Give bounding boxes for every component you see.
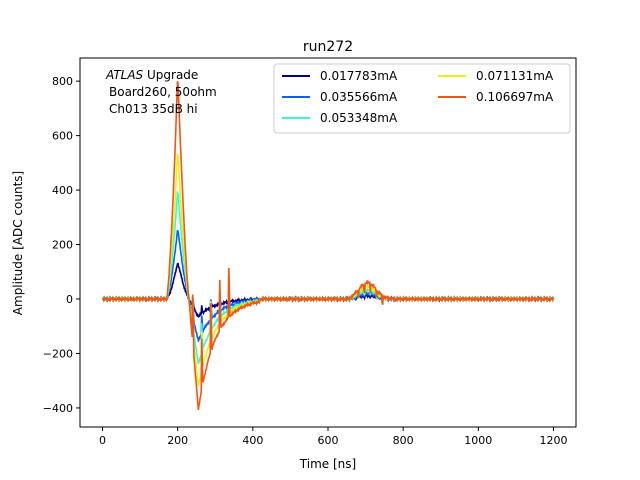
y-tick-label: −400 [43,402,73,415]
legend: 0.017783mA 0.035566mA 0.053348mA 0.071131mA… [273,63,571,134]
y-tick-label: 400 [52,184,73,197]
y-tick-label: −200 [43,347,73,360]
x-tick-label: 1200 [539,434,567,447]
svg-text:ATLAS Upgrade: ATLAS Upgrade [105,68,198,82]
annotation-board: Board260, 50ohm [109,85,217,99]
x-tick-label: 400 [242,434,263,447]
y-tick-label: 200 [52,239,73,252]
atlas-annotation: ATLAS Upgrade Board260, 50ohm Ch013 35dB… [105,68,217,116]
x-tick-label: 600 [318,434,339,447]
x-tick-label: 0 [99,434,106,447]
legend-label: 0.106697mA [476,90,554,104]
legend-label: 0.017783mA [320,69,398,83]
x-tick-label: 200 [167,434,188,447]
annotation-upgrade: Upgrade [143,68,198,82]
x-axis-label: Time [ns] [299,457,356,471]
x-tick-label: 1000 [464,434,492,447]
legend-label: 0.035566mA [320,90,398,104]
annotation-channel: Ch013 35dB hi [109,102,198,116]
y-axis-label: Amplitude [ADC counts] [11,171,25,315]
legend-frame [273,63,571,134]
series-line-5 [101,80,555,410]
y-tick-label: 800 [52,75,73,88]
y-tick-label: 0 [66,293,73,306]
y-tick-label: 600 [52,130,73,143]
x-tick-label: 800 [393,434,414,447]
legend-label: 0.071131mA [476,69,554,83]
chart-title: run272 [303,39,353,55]
legend-label: 0.053348mA [320,111,398,125]
annotation-atlas: ATLAS [105,68,144,82]
